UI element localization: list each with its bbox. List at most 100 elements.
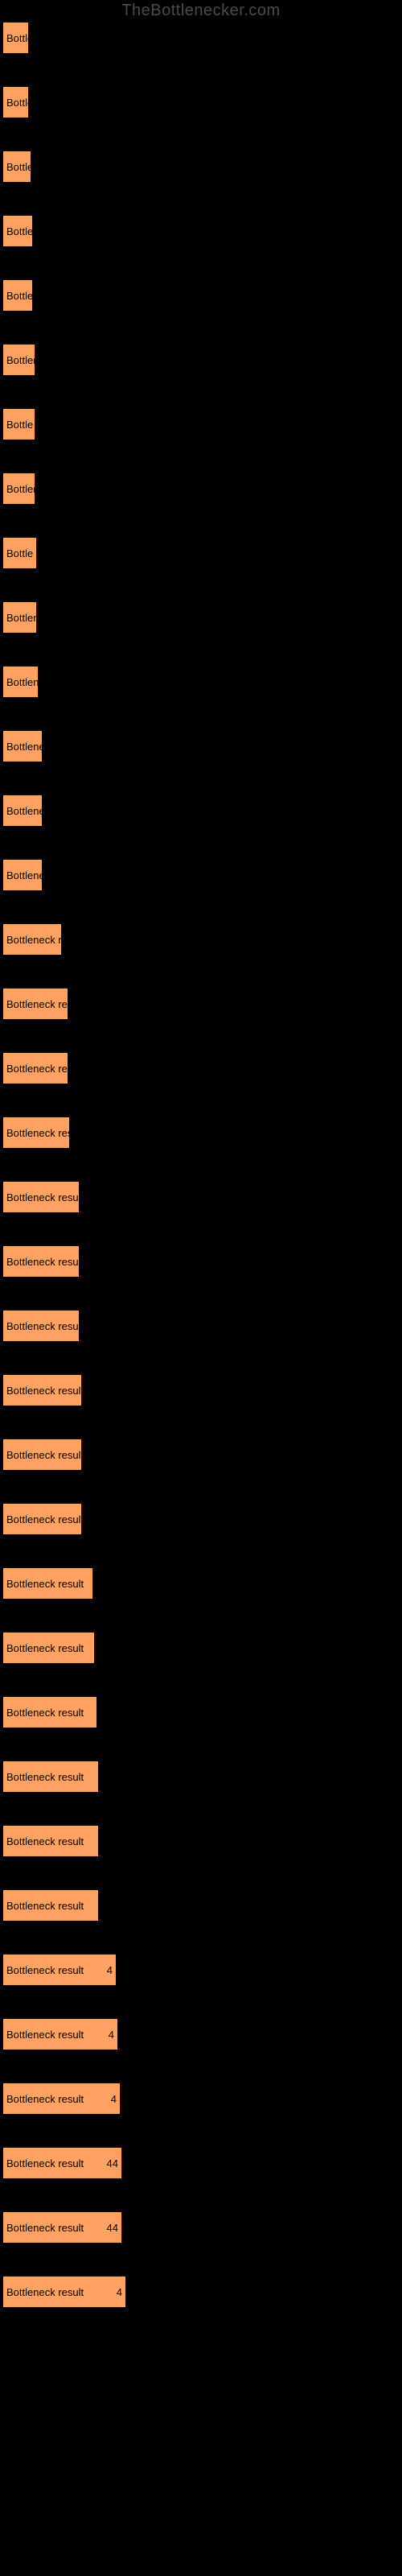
chart-row: Bottle: [3, 151, 402, 182]
chart-row: Bottlenec: [3, 795, 402, 826]
chart-row: Bottleneck result 4: [3, 2277, 402, 2307]
chart-row: Bottle: [3, 23, 402, 53]
bar-label: Bottlene: [6, 676, 45, 688]
chart-bar: Bottleneck result: [3, 1890, 98, 1921]
chart-row: Bottleneck result: [3, 1375, 402, 1406]
chart-bar: Bottleneck result: [3, 1633, 94, 1663]
chart-bar: Bottleneck result: [3, 1826, 98, 1856]
bar-label: Bottleneck result: [6, 1771, 84, 1783]
chart-row: Bottleneck result: [3, 1890, 402, 1921]
chart-bar: Bottleneck result: [3, 1568, 92, 1599]
bar-label: Bottle: [6, 290, 33, 302]
bar-label: Bottleneck result: [6, 2157, 84, 2169]
chart-bar: Bottle: [3, 23, 28, 53]
bar-label: Bottlenec: [6, 805, 50, 817]
chart-row: Bottleneck resu: [3, 1053, 402, 1084]
chart-row: Bottlene: [3, 667, 402, 697]
bar-label: Bottler: [6, 225, 37, 237]
chart-row: Bottleneck result: [3, 1117, 402, 1148]
bar-label: Bottle: [6, 32, 33, 44]
chart-bar: Bottlen: [3, 345, 35, 375]
bar-label: Bottleneck result: [6, 2093, 84, 2105]
chart-bar: Bottle: [3, 87, 28, 118]
chart-row: Bottle: [3, 87, 402, 118]
chart-bar: Bottleneck result4: [3, 2019, 117, 2050]
chart-bar: Bottle: [3, 409, 35, 440]
chart-bar: Bottleneck result: [3, 1504, 81, 1534]
bar-label: Bottleneck result: [6, 1578, 84, 1590]
chart-bar: Bottleneck res: [3, 924, 61, 955]
chart-bar: Bottleneck result 4: [3, 1955, 116, 1985]
bar-label: Bottler: [6, 483, 37, 495]
chart-bar: Bottleneck result: [3, 989, 68, 1019]
bar-label: Bottleneck: [6, 869, 55, 881]
bar-label: Bottleneck result: [6, 1900, 84, 1912]
bar-label: Bottle: [6, 419, 33, 431]
chart-bar: Bottler: [3, 473, 35, 504]
bar-value: 4: [107, 1964, 113, 1976]
bar-value: 44: [107, 2157, 118, 2169]
bar-label: Bottle: [6, 161, 33, 173]
chart-bar: Bottle: [3, 538, 36, 568]
bar-value: 4: [109, 2029, 114, 2041]
bar-label: Bottleneck result: [6, 1835, 84, 1847]
bar-value: 44: [107, 2222, 118, 2234]
chart-row: Bottleneck result: [3, 1311, 402, 1341]
chart-bar: Bottleneck: [3, 860, 42, 890]
bar-label: Bottleneck result: [6, 1513, 84, 1525]
chart-bar: Bottleneck result 44: [3, 2148, 121, 2178]
bar-label: Bottleneck result: [6, 1127, 84, 1139]
chart-row: Bottleneck res: [3, 924, 402, 955]
chart-row: Bottle: [3, 280, 402, 311]
bar-label: Bottleneck result: [6, 2286, 84, 2298]
bar-label: Bottleneck: [6, 741, 55, 753]
chart-bar: Bottleneck result: [3, 1117, 69, 1148]
chart-row: Bottleneck result: [3, 1568, 402, 1599]
chart-bar: Bottle: [3, 280, 32, 311]
bar-label: Bottle: [6, 547, 33, 559]
bar-value: 4: [111, 2093, 117, 2105]
chart-bar: Bottleneck result: [3, 1439, 81, 1470]
bar-label: Bottleneck result: [6, 1191, 84, 1203]
chart-bar: Bottleneck result: [3, 1697, 96, 1728]
chart-row: Bottlen: [3, 345, 402, 375]
chart-bar: Bottleneck result 4: [3, 2277, 125, 2307]
bar-label: Bottlen: [6, 354, 39, 366]
chart-row: Bottleneck result: [3, 1504, 402, 1534]
chart-bar: Bottle: [3, 151, 31, 182]
chart-row: Bottleneck result: [3, 989, 402, 1019]
chart-bar: Bottleneck: [3, 731, 42, 762]
bar-label: Bottleneck result: [6, 1256, 84, 1268]
chart-bar: Bottleneck resu: [3, 1053, 68, 1084]
chart-row: Bottleneck result 4: [3, 1955, 402, 1985]
chart-bar: Bottlenec: [3, 795, 42, 826]
bar-label: Bottleneck result: [6, 1964, 84, 1976]
bar-label: Bottle: [6, 97, 33, 109]
bar-label: Bottleneck result: [6, 1385, 84, 1397]
chart-bar: Bottlene: [3, 667, 38, 697]
chart-bar: Bottler: [3, 216, 32, 246]
bar-label: Bottlene: [6, 612, 45, 624]
chart-bar: Bottleneck result: [3, 1246, 79, 1277]
chart-bar: Bottleneck result: [3, 1182, 79, 1212]
bar-label: Bottleneck res: [6, 934, 72, 946]
chart-row: Bottleneck result44: [3, 2212, 402, 2243]
bar-label: Bottleneck result: [6, 1642, 84, 1654]
chart-bar: Bottleneck result: [3, 1375, 81, 1406]
bar-label: Bottleneck resu: [6, 1063, 79, 1075]
chart-row: Bottleneck result: [3, 1182, 402, 1212]
chart-row: Bottleneck result 4: [3, 2083, 402, 2114]
bar-value: 4: [117, 2286, 122, 2298]
chart-row: Bottleneck result: [3, 1761, 402, 1792]
chart-row: Bottleneck result: [3, 1246, 402, 1277]
bar-label: Bottleneck result: [6, 1320, 84, 1332]
chart-row: Bottleneck result: [3, 1697, 402, 1728]
chart-row: Bottleneck result4: [3, 2019, 402, 2050]
chart-row: Bottle: [3, 538, 402, 568]
bar-label: Bottleneck result: [6, 998, 84, 1010]
chart-row: Bottleneck result 44: [3, 2148, 402, 2178]
bar-label: Bottleneck result: [6, 1449, 84, 1461]
bar-label: Bottleneck result: [6, 1707, 84, 1719]
bottleneck-bar-chart: BottleBottleBottleBottlerBottleBottlenBo…: [0, 0, 402, 2307]
chart-row: Bottleneck result: [3, 1633, 402, 1663]
